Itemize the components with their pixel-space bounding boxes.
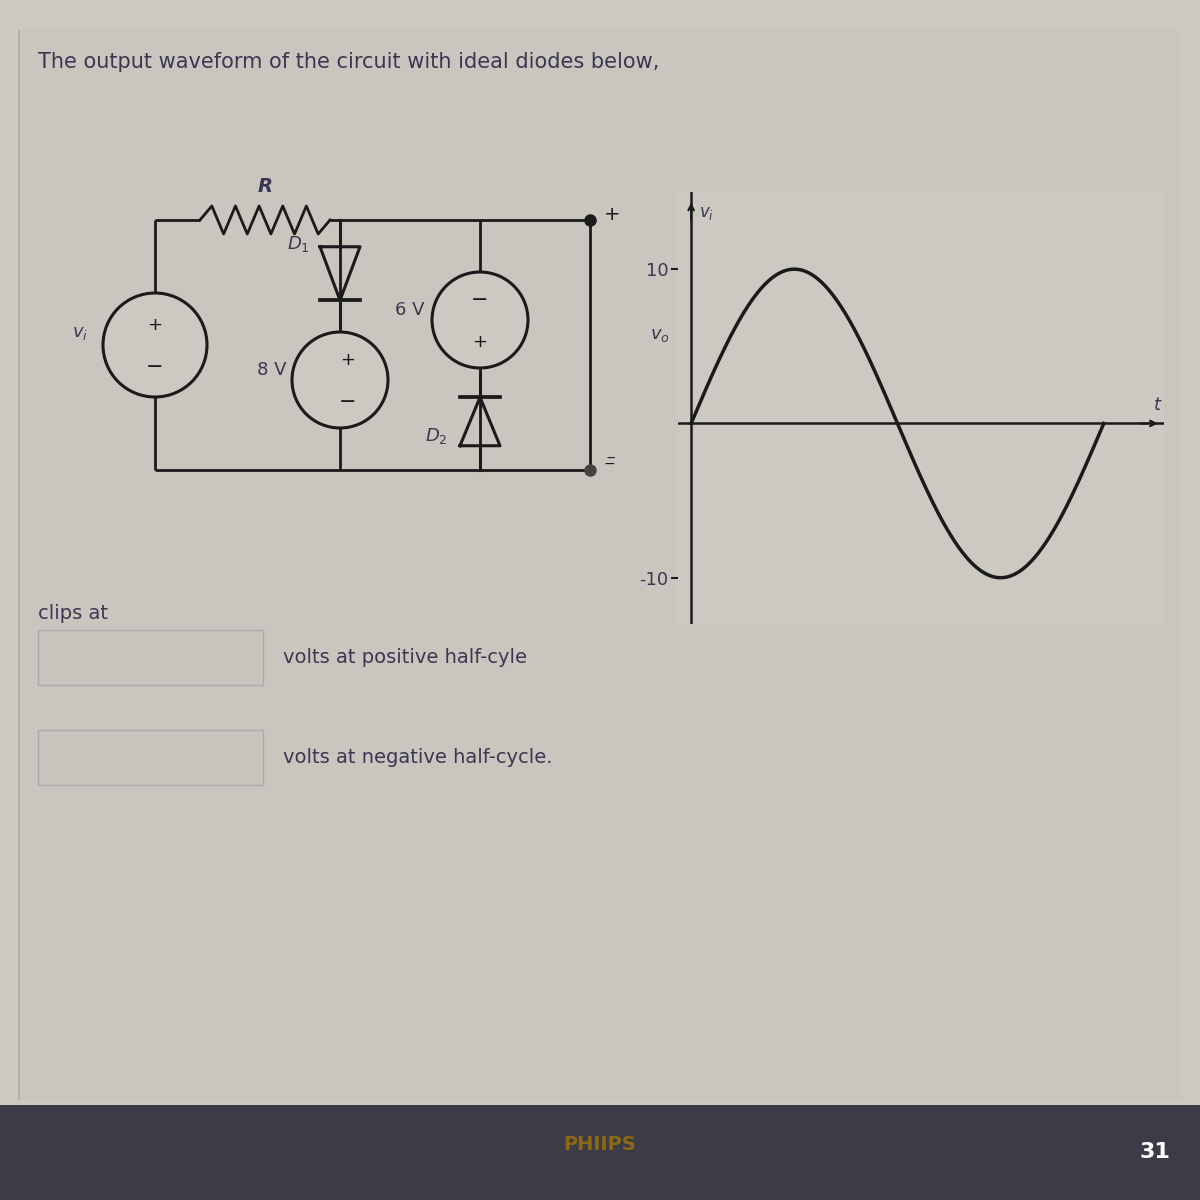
Text: +: + [148, 316, 162, 334]
Text: −: − [146, 358, 163, 377]
Text: +: + [341, 350, 355, 370]
Bar [38, 630, 263, 685]
Text: −: − [472, 290, 488, 310]
Text: $v_i$: $v_i$ [700, 204, 714, 222]
Text: R: R [258, 176, 272, 196]
Text: 8 V: 8 V [257, 361, 287, 379]
Text: volts at positive half-cyle: volts at positive half-cyle [283, 648, 527, 667]
Text: clips at: clips at [38, 604, 108, 623]
Text: +: + [604, 205, 620, 224]
Text: −: − [340, 392, 356, 412]
Text: $v_o$: $v_o$ [650, 326, 670, 344]
Bar [38, 730, 263, 785]
Text: $D_2$: $D_2$ [425, 426, 448, 446]
Text: +: + [473, 332, 487, 350]
Circle shape [103, 293, 208, 397]
Circle shape [292, 332, 388, 428]
Bar [0, 1105, 1200, 1200]
Circle shape [432, 272, 528, 368]
Text: The output waveform of the circuit with ideal diodes below,: The output waveform of the circuit with … [38, 52, 659, 72]
Text: 6 V: 6 V [395, 301, 425, 319]
Text: $D_1$: $D_1$ [287, 234, 310, 253]
Text: $t$: $t$ [1153, 396, 1163, 414]
Text: $v_i$: $v_i$ [72, 324, 88, 342]
FancyBboxPatch shape [18, 30, 1182, 1100]
Bar [18, 30, 20, 1100]
Text: volts at negative half-cycle.: volts at negative half-cycle. [283, 748, 552, 767]
Text: −̅: −̅ [604, 458, 616, 472]
Text: PHIIPS: PHIIPS [564, 1135, 636, 1154]
Text: 31: 31 [1139, 1142, 1170, 1162]
